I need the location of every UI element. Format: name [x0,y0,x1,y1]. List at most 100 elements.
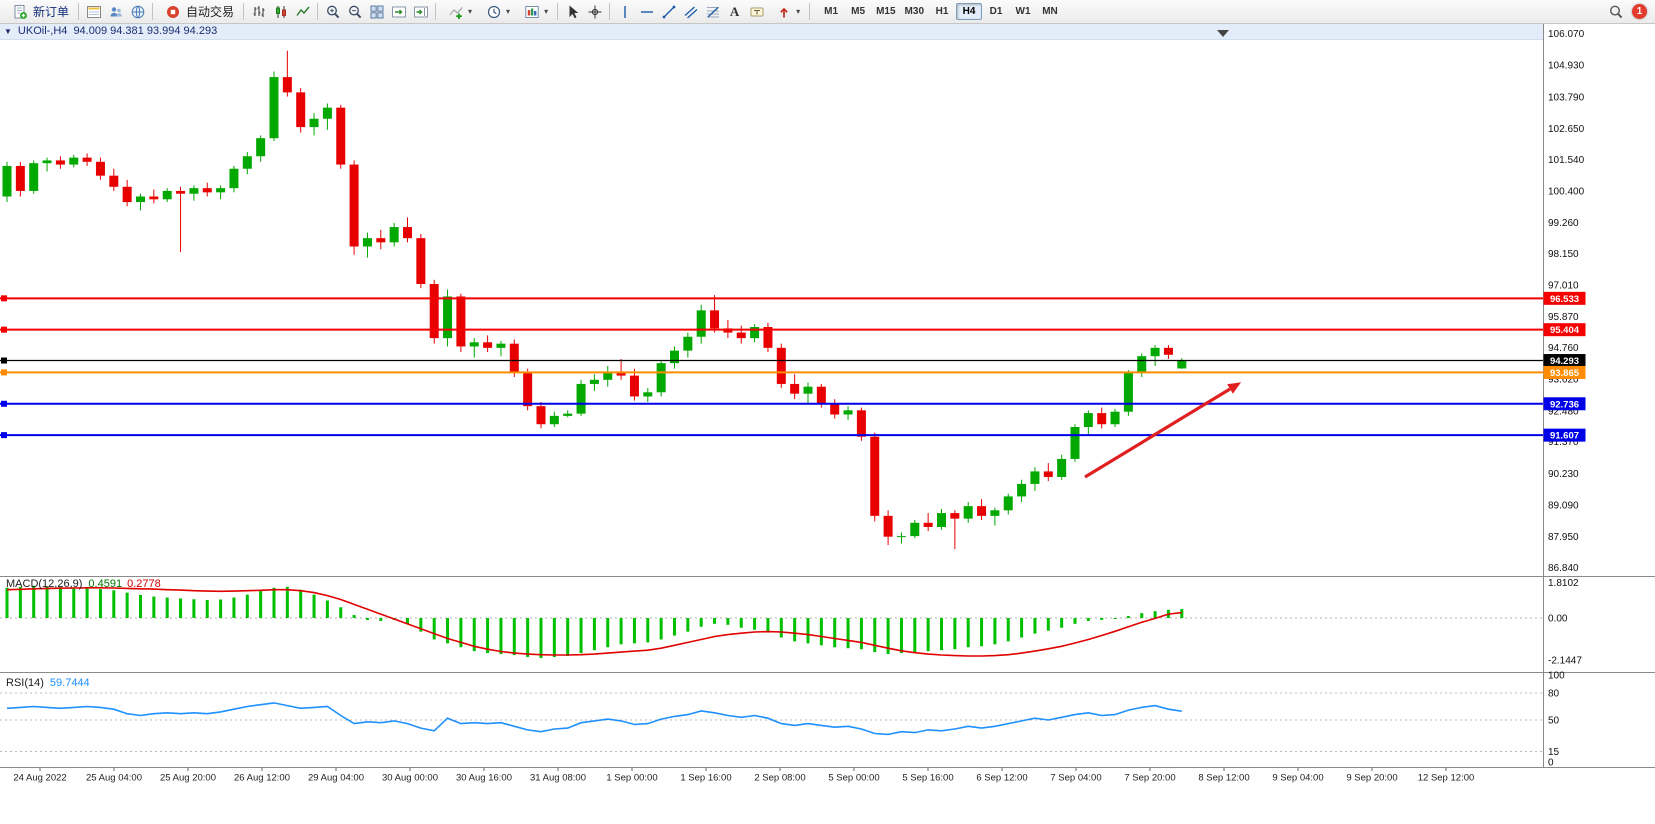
svg-text:29 Aug 04:00: 29 Aug 04:00 [308,773,364,784]
text-tool-button[interactable]: A [724,1,745,22]
svg-text:12 Sep 12:00: 12 Sep 12:00 [1418,773,1475,784]
svg-text:7 Sep 04:00: 7 Sep 04:00 [1050,773,1101,784]
chart-shift-button[interactable] [410,1,431,22]
trendline-button[interactable] [658,1,679,22]
line-chart-button[interactable] [292,1,313,22]
timeframe-m15-button[interactable]: M15 [876,6,896,17]
crosshair-button[interactable] [584,1,605,22]
timeframe-toolbar: M1 M5 M15 M30 H1 H4 D1 W1 MN [818,3,1063,20]
svg-text:25 Aug 04:00: 25 Aug 04:00 [86,773,142,784]
text-tool-label: A [729,3,740,19]
macd-panel: 1.8102 0.00 -2.1447 [0,578,1582,666]
timeframe-d1-button[interactable]: D1 [989,6,1003,17]
svg-text:5 Sep 00:00: 5 Sep 00:00 [828,773,879,784]
svg-text:101.540: 101.540 [1548,155,1585,166]
rsi-panel: 100 80 50 150 [0,671,1565,769]
zoom-out-button[interactable] [344,1,365,22]
cursor-button[interactable] [562,1,583,22]
svg-text:91.607: 91.607 [1550,431,1579,442]
timeframe-m5-button[interactable]: M5 [851,6,866,17]
svg-text:90.230: 90.230 [1548,469,1579,480]
toolbar-separator [78,3,80,20]
auto-trading-label: 自动交易 [186,5,235,19]
timeframe-mn-button[interactable]: MN [1042,6,1058,17]
dropdown-caret-icon: ▾ [796,6,801,16]
chart-title-strip [0,24,1543,40]
vertical-line-button[interactable] [614,1,635,22]
timeframe-w1-button[interactable]: W1 [1015,6,1031,17]
svg-text:26 Aug 12:00: 26 Aug 12:00 [234,773,290,784]
new-order-icon [9,1,30,22]
toolbar-separator [317,3,319,20]
svg-text:87.950: 87.950 [1548,532,1579,543]
terminal-icon[interactable] [127,1,148,22]
navigator-icon[interactable] [105,1,126,22]
tile-windows-button[interactable] [366,1,387,22]
templates-icon [521,1,542,22]
candlestick-button[interactable] [270,1,291,22]
auto-trading-button[interactable]: 自动交易 [157,0,239,24]
main-toolbar: 新订单 自动交易 [0,0,1655,24]
indicators-button[interactable]: ▾ [440,0,477,24]
svg-text:94.760: 94.760 [1548,343,1579,354]
market-watch-icon[interactable] [83,1,104,22]
svg-text:24 Aug 2022: 24 Aug 2022 [13,773,66,784]
svg-text:100: 100 [1548,671,1565,682]
svg-text:102.650: 102.650 [1548,124,1585,135]
text-label-button[interactable] [746,1,767,22]
svg-text:99.260: 99.260 [1548,218,1579,229]
equidistant-channel-button[interactable] [680,1,701,22]
svg-text:97.010: 97.010 [1548,281,1579,292]
toolbar-separator [152,3,154,20]
svg-text:86.840: 86.840 [1548,563,1579,574]
svg-text:92.736: 92.736 [1550,399,1579,410]
svg-text:6 Sep 12:00: 6 Sep 12:00 [976,773,1027,784]
dropdown-caret-icon: ▾ [506,6,511,16]
timeframe-m30-button[interactable]: M30 [904,6,924,17]
periods-button[interactable]: ▾ [478,0,515,24]
chart-canvas[interactable]: 106.070 104.930 103.790 102.650 101.540 100.4… [0,24,1655,824]
svg-text:104.930: 104.930 [1548,61,1585,72]
timeframe-h4-button[interactable]: H4 [956,3,982,20]
macd-signal-line [6,586,1182,657]
indicators-icon [445,1,466,22]
time-axis[interactable] [0,768,1543,788]
svg-text:106.070: 106.070 [1548,29,1585,40]
horizontal-line-button[interactable] [636,1,657,22]
fibonacci-button[interactable] [702,1,723,22]
svg-text:9 Sep 20:00: 9 Sep 20:00 [1346,773,1397,784]
svg-text:1 Sep 16:00: 1 Sep 16:00 [680,773,731,784]
templates-button[interactable]: ▾ [516,0,553,24]
auto-trading-icon [162,1,183,22]
search-icon[interactable] [1605,1,1626,22]
zoom-in-button[interactable] [322,1,343,22]
svg-text:96.533: 96.533 [1550,294,1579,305]
svg-text:80: 80 [1548,689,1560,700]
dropdown-caret-icon: ▾ [544,6,549,16]
bar-chart-button[interactable] [248,1,269,22]
periods-clock-icon [483,1,504,22]
toolbar-separator [243,3,245,20]
timeframe-m1-button[interactable]: M1 [824,6,839,17]
price-level-lines[interactable] [0,295,1544,439]
time-axis-labels: 24 Aug 2022 25 Aug 04:00 25 Aug 20:00 26 Au… [13,767,1475,784]
chart-shift-marker[interactable] [1217,30,1229,37]
arrows-button[interactable]: ▾ [768,0,805,24]
svg-text:93.865: 93.865 [1550,368,1580,379]
svg-text:9 Sep 04:00: 9 Sep 04:00 [1272,773,1323,784]
price-axis[interactable] [1544,24,1655,768]
toolbar-separator [609,3,611,20]
svg-text:30 Aug 16:00: 30 Aug 16:00 [456,773,512,784]
arrows-icon [773,1,794,22]
svg-text:1 Sep 00:00: 1 Sep 00:00 [606,773,657,784]
notification-badge[interactable]: 1 [1632,4,1647,19]
trend-arrow[interactable] [1084,382,1242,479]
auto-scroll-button[interactable] [388,1,409,22]
svg-text:50: 50 [1548,716,1560,727]
svg-text:30 Aug 00:00: 30 Aug 00:00 [382,773,438,784]
new-order-button[interactable]: 新订单 [4,0,74,24]
svg-text:89.090: 89.090 [1548,501,1579,512]
timeframe-h1-button[interactable]: H1 [935,6,949,17]
svg-text:7 Sep 20:00: 7 Sep 20:00 [1124,773,1175,784]
